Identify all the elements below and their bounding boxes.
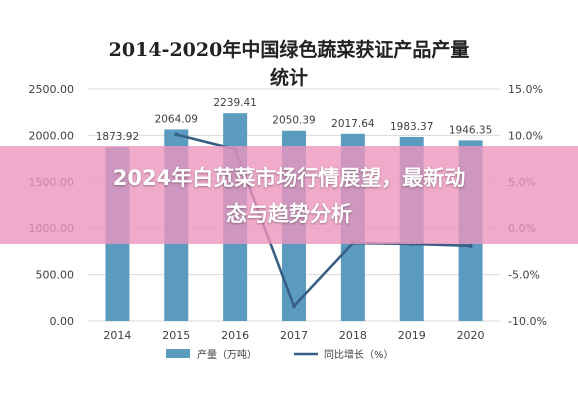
- x-tick-label: 2019: [398, 329, 426, 342]
- headline-line-2: 态与趋势分析: [226, 202, 352, 226]
- bar-data-label: 1946.35: [449, 124, 492, 136]
- bar-data-label: 1983.37: [390, 121, 433, 133]
- growth-point: [174, 132, 179, 137]
- headline-line-1: 2024年白苋菜市场行情展望，最新动: [112, 166, 466, 190]
- y-right-tick-label: 10.0%: [508, 129, 543, 142]
- bar-data-label: 2017.64: [331, 118, 375, 130]
- headline-banner: [0, 146, 578, 244]
- bar-data-label: 2239.41: [213, 97, 256, 109]
- legend-label-bar: 产量（万吨）: [197, 348, 257, 361]
- y-right-tick-label: -5.0%: [508, 269, 540, 282]
- legend-swatch-bar: [166, 349, 190, 358]
- headline-text: 2024年白苋菜市场行情展望，最新动 态与趋势分析: [0, 160, 578, 232]
- x-tick-label: 2018: [339, 329, 367, 342]
- x-tick-label: 2014: [103, 329, 131, 342]
- y-right-tick-label: 15.0%: [508, 83, 543, 96]
- y-left-tick-label: 2000.00: [29, 129, 75, 142]
- label-layer: 1873.92 2064.09 2239.41 2050.39 2017.64 1983.…: [96, 97, 493, 143]
- legend: 产量（万吨） 同比增长（%）: [166, 348, 394, 361]
- x-tick-label: 2020: [457, 329, 485, 342]
- bar-data-label: 1873.92: [96, 131, 139, 143]
- x-tick-label: 2015: [162, 329, 190, 342]
- x-tick-label: 2017: [280, 329, 308, 342]
- x-tick-label: 2016: [221, 329, 249, 342]
- legend-label-line: 同比增长（%）: [324, 348, 394, 361]
- growth-point: [468, 243, 473, 248]
- y-left-tick-label: 500.00: [36, 269, 75, 282]
- chart-title-line1: 2014-2020年中国绿色蔬菜获证产品产量: [109, 38, 470, 61]
- bar-data-label: 2064.09: [155, 113, 198, 125]
- chart-title-line2: 统计: [270, 66, 308, 89]
- y-left-tick-label: 0.00: [50, 315, 75, 328]
- y-left-tick-label: 2500.00: [29, 83, 75, 96]
- growth-point: [292, 304, 296, 309]
- y-right-tick-label: -10.0%: [508, 315, 547, 328]
- bar-data-label: 2050.39: [272, 115, 315, 127]
